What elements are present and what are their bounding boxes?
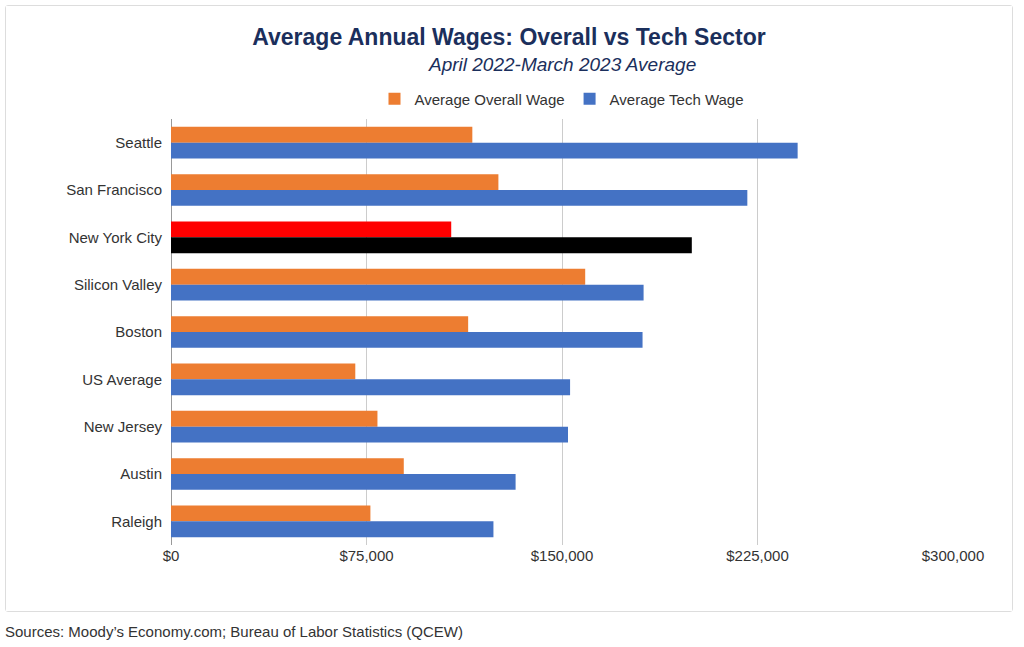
svg-text:San Francisco: San Francisco [66,181,162,198]
svg-text:$300,000: $300,000 [922,547,985,564]
svg-text:$0: $0 [163,547,180,564]
svg-text:Seattle: Seattle [115,134,162,151]
svg-text:Average Overall Wage: Average Overall Wage [415,91,565,108]
html-text:Sources: Moody’s Economy.com;: Sources: Moody’s Economy.com; Bureau of … [5,623,463,640]
svg-text:Average Annual Wages: Overall: Average Annual Wages: Overall vs Tech Se… [252,24,765,50]
svg-text:US Average: US Average [82,371,162,388]
svg-text:New York City: New York City [69,229,163,246]
svg-text:$75,000: $75,000 [339,547,393,564]
svg-text:Raleigh: Raleigh [111,513,162,530]
svg-text:New Jersey: New Jersey [84,418,163,435]
svg-text:April 2022-March 2023 Average: April 2022-March 2023 Average [428,54,696,75]
svg-text:Austin: Austin [120,465,162,482]
svg-text:$150,000: $150,000 [531,547,594,564]
svg-text:Average Tech Wage: Average Tech Wage [610,91,744,108]
svg-text:Boston: Boston [115,323,162,340]
svg-text:$225,000: $225,000 [726,547,789,564]
svg-text:Silicon Valley: Silicon Valley [74,276,163,293]
